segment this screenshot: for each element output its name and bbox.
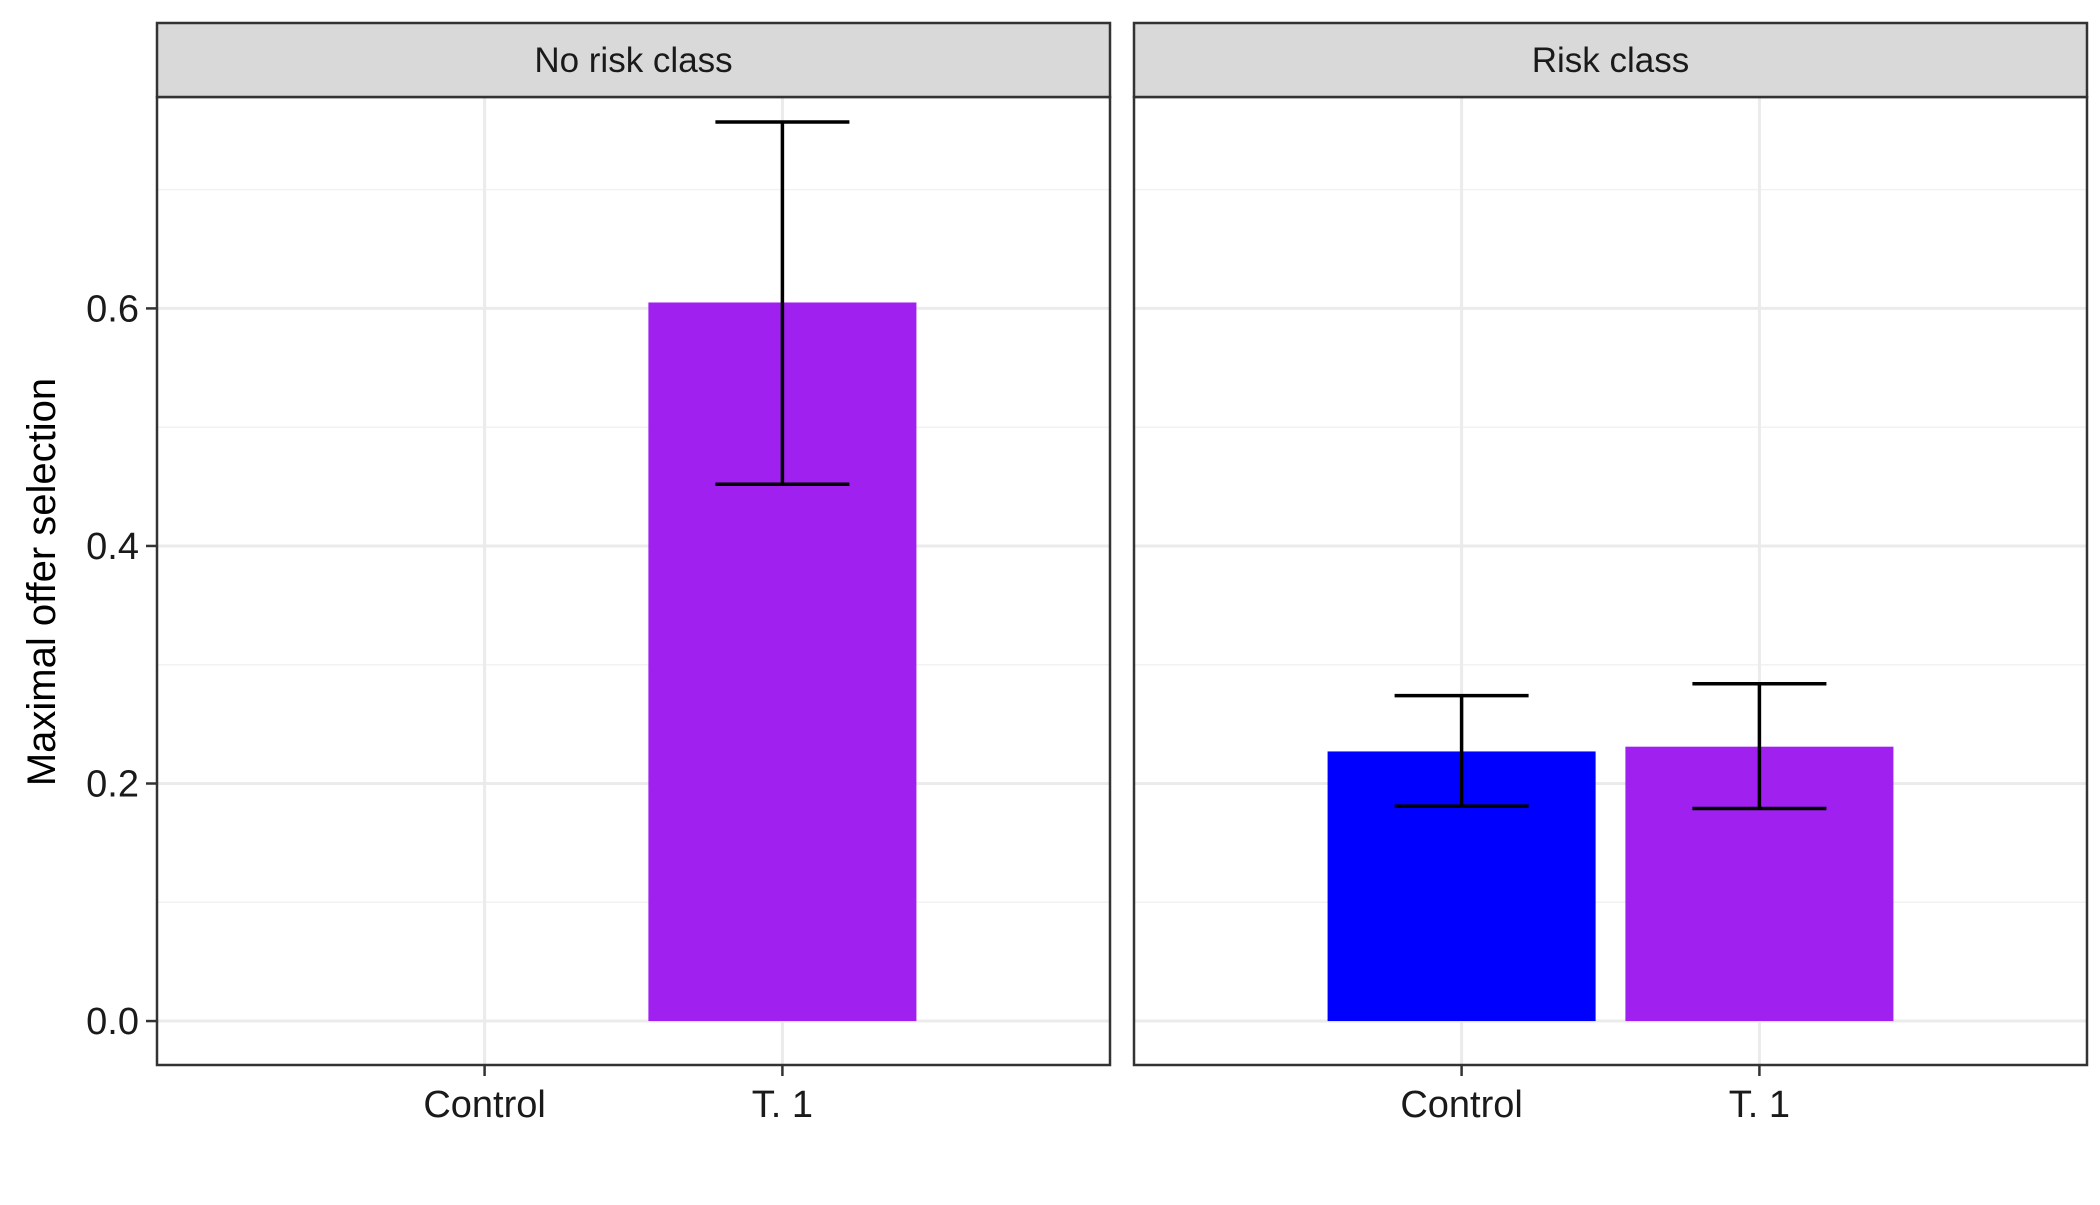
facet-strip-label: No risk class <box>534 41 732 80</box>
panel-background <box>157 97 1110 1065</box>
facet-strip <box>1132 21 2089 99</box>
x-tick-label: T. 1 <box>1729 1084 1790 1126</box>
y-tick-label: 0.6 <box>86 288 139 330</box>
y-tick-label: 0.2 <box>86 764 139 806</box>
y-axis-title: Maximal offer selection <box>20 378 64 786</box>
y-tick-label: 0.0 <box>86 1001 139 1043</box>
facet-strip <box>155 21 1112 99</box>
panel-background <box>1134 97 2087 1065</box>
x-tick-label: Control <box>1400 1084 1523 1126</box>
y-tick-label: 0.4 <box>86 526 139 568</box>
facet-strip-label: Risk class <box>1532 41 1690 80</box>
x-tick-label: T. 1 <box>752 1084 813 1126</box>
x-tick-label: Control <box>423 1084 546 1126</box>
